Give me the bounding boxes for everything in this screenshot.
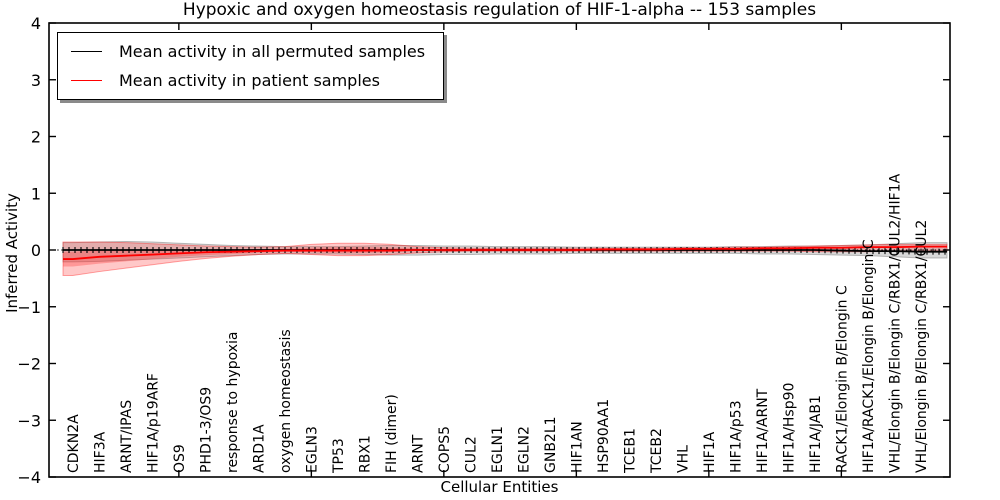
band-permuted-samples-range — [62, 240, 948, 263]
category-label: ARD1A — [251, 424, 267, 473]
y-tick-label: 2 — [31, 128, 41, 147]
category-label: RBX1 — [357, 435, 373, 473]
category-label: oxygen homeostasis — [278, 329, 294, 473]
category-label: FIH (dimer) — [384, 394, 400, 473]
category-label: EGLN1 — [490, 426, 506, 473]
category-label: HIF1A/JAB1 — [808, 395, 824, 473]
y-tick-label: 0 — [31, 241, 41, 260]
category-label: VHL/Elongin B/Elongin C/RBX1/CUL2 — [914, 220, 930, 473]
category-label: HIF3A — [92, 431, 108, 473]
category-label: EGLN3 — [304, 426, 320, 473]
y-tick-label: −1 — [17, 298, 41, 317]
category-label: response to hypoxia — [225, 332, 241, 473]
category-label: RACK1/Elongin B/Elongin C — [834, 285, 850, 473]
category-label: HIF1A/p53 — [728, 400, 744, 473]
category-label: TCEB2 — [649, 428, 665, 474]
y-axis-label: Inferred Activity — [3, 193, 21, 313]
legend-item-permuted: Mean activity in all permuted samples — [58, 37, 425, 66]
category-label: PHD1-3/OS9 — [198, 387, 214, 473]
category-label: OS9 — [172, 444, 188, 473]
category-label: TCEB1 — [622, 428, 638, 474]
patient-line-swatch — [71, 80, 102, 81]
category-label: ARNT/IPAS — [119, 400, 135, 473]
y-tick-label: −4 — [17, 468, 41, 487]
category-label: HSP90AA1 — [596, 399, 612, 473]
category-label: HIF1AN — [569, 421, 585, 473]
category-label: CDKN2A — [66, 414, 82, 473]
category-label: VHL — [675, 445, 691, 473]
y-tick-label: 3 — [31, 71, 41, 90]
category-label: TP53 — [331, 438, 347, 474]
permuted-line-swatch — [71, 51, 102, 52]
category-label: HIF1A/ARNT — [755, 388, 771, 473]
x-axis-label: Cellular Entities — [440, 478, 559, 496]
category-label: ARNT — [410, 434, 426, 473]
category-label: VHL/Elongin B/Elongin C/RBX1/CUL2/HIF1A — [887, 173, 903, 473]
y-tick-label: 4 — [31, 14, 41, 33]
category-label: HIF1A/p19ARF — [145, 373, 161, 473]
series-line-patient — [63, 245, 947, 260]
legend-label: Mean activity in patient samples — [119, 71, 380, 90]
category-label: GNB2L1 — [543, 416, 559, 473]
category-label: EGLN2 — [516, 426, 532, 473]
category-label: CUL2 — [463, 436, 479, 473]
legend-label: Mean activity in all permuted samples — [119, 42, 426, 61]
legend-item-patient: Mean activity in patient samples — [58, 66, 425, 95]
chart-title: Hypoxic and oxygen homeostasis regulatio… — [182, 0, 817, 20]
category-label: HIF1A/RACK1/Elongin B/Elongin C — [861, 239, 877, 473]
y-tick-label: −2 — [17, 355, 41, 374]
category-label: COPS5 — [437, 426, 453, 473]
y-tick-label: 1 — [31, 184, 41, 203]
category-label: HIF1A — [702, 431, 718, 473]
category-label: HIF1A/Hsp90 — [781, 383, 797, 473]
legend: Mean activity in all permuted samples Me… — [57, 32, 445, 100]
y-tick-label: −3 — [17, 411, 41, 430]
